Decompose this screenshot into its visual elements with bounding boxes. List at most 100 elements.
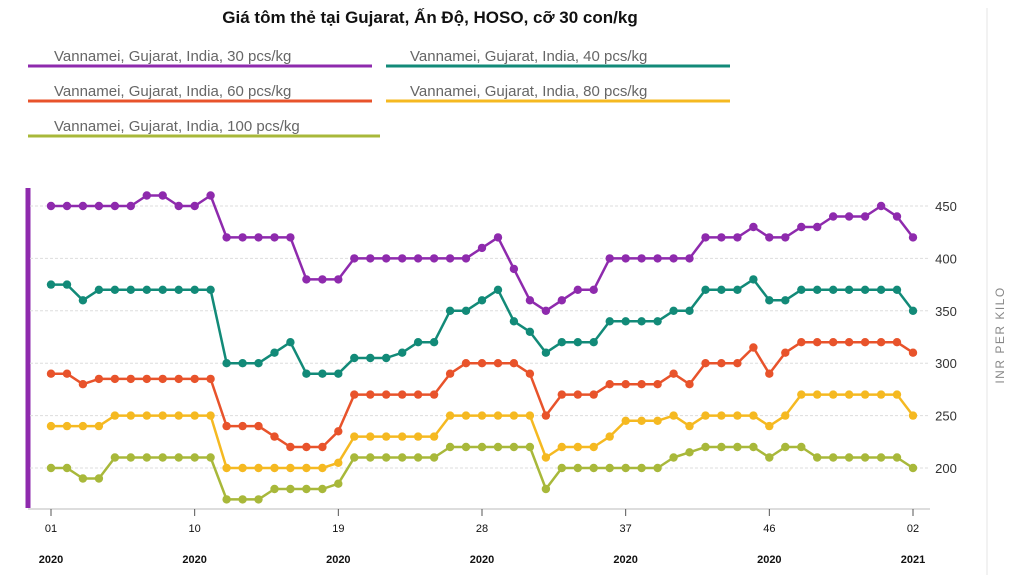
data-point[interactable]: [589, 463, 598, 473]
data-point[interactable]: [892, 338, 902, 347]
data-point[interactable]: [876, 453, 886, 462]
data-point[interactable]: [525, 369, 535, 378]
data-point[interactable]: [892, 285, 902, 294]
data-point[interactable]: [350, 453, 359, 462]
data-point[interactable]: [781, 296, 790, 305]
data-point[interactable]: [701, 411, 710, 420]
data-point[interactable]: [46, 201, 56, 211]
data-point[interactable]: [892, 212, 902, 221]
data-point[interactable]: [318, 463, 327, 473]
data-point[interactable]: [908, 306, 918, 315]
data-point[interactable]: [445, 254, 455, 263]
data-point[interactable]: [334, 427, 343, 436]
data-point[interactable]: [318, 369, 327, 378]
data-point[interactable]: [557, 296, 566, 305]
data-point[interactable]: [573, 390, 582, 399]
data-point[interactable]: [254, 495, 263, 504]
legend-item-60[interactable]: Vannamei, Gujarat, India, 60 pcs/kg: [28, 83, 372, 103]
data-point[interactable]: [829, 390, 838, 399]
data-point[interactable]: [621, 416, 630, 425]
data-point[interactable]: [270, 463, 279, 473]
data-point[interactable]: [765, 453, 774, 462]
data-point[interactable]: [765, 233, 774, 242]
data-point[interactable]: [62, 369, 72, 378]
data-point[interactable]: [334, 275, 343, 284]
data-point[interactable]: [605, 463, 614, 473]
data-point[interactable]: [621, 254, 630, 263]
data-point[interactable]: [701, 233, 710, 242]
data-point[interactable]: [158, 453, 167, 462]
data-point[interactable]: [190, 374, 199, 384]
data-point[interactable]: [685, 306, 694, 315]
data-point[interactable]: [749, 442, 758, 452]
data-point[interactable]: [892, 390, 902, 399]
data-point[interactable]: [174, 453, 183, 462]
data-point[interactable]: [605, 317, 614, 326]
data-point[interactable]: [142, 411, 151, 420]
data-point[interactable]: [222, 463, 231, 473]
data-point[interactable]: [286, 233, 295, 242]
data-point[interactable]: [765, 369, 774, 378]
data-point[interactable]: [908, 463, 918, 473]
data-point[interactable]: [749, 222, 758, 232]
data-point[interactable]: [174, 374, 183, 384]
data-point[interactable]: [461, 306, 471, 315]
data-point[interactable]: [302, 463, 311, 473]
data-point[interactable]: [286, 442, 295, 452]
data-point[interactable]: [461, 254, 471, 263]
data-point[interactable]: [844, 453, 854, 462]
data-point[interactable]: [573, 338, 582, 347]
data-point[interactable]: [509, 317, 519, 326]
data-point[interactable]: [190, 201, 199, 211]
data-point[interactable]: [685, 448, 694, 457]
data-point[interactable]: [126, 201, 135, 211]
data-point[interactable]: [653, 317, 662, 326]
data-point[interactable]: [254, 233, 263, 242]
data-point[interactable]: [669, 306, 678, 315]
data-point[interactable]: [876, 201, 886, 211]
data-point[interactable]: [334, 458, 343, 467]
data-point[interactable]: [78, 380, 88, 389]
data-point[interactable]: [860, 338, 870, 347]
data-point[interactable]: [94, 374, 104, 384]
data-point[interactable]: [669, 369, 678, 378]
data-point[interactable]: [94, 474, 104, 483]
data-point[interactable]: [605, 380, 614, 389]
data-point[interactable]: [350, 432, 359, 441]
data-point[interactable]: [876, 285, 886, 294]
data-point[interactable]: [813, 453, 822, 462]
data-point[interactable]: [908, 348, 918, 357]
data-point[interactable]: [445, 306, 455, 315]
data-point[interactable]: [238, 463, 247, 473]
data-point[interactable]: [238, 495, 247, 504]
data-point[interactable]: [270, 233, 279, 242]
data-point[interactable]: [749, 411, 758, 420]
data-point[interactable]: [62, 280, 72, 289]
data-point[interactable]: [717, 359, 726, 368]
data-point[interactable]: [701, 442, 710, 452]
data-point[interactable]: [238, 359, 247, 368]
data-point[interactable]: [94, 285, 104, 294]
data-point[interactable]: [238, 233, 247, 242]
data-point[interactable]: [781, 442, 790, 452]
data-point[interactable]: [765, 296, 774, 305]
data-point[interactable]: [334, 369, 343, 378]
data-point[interactable]: [222, 359, 231, 368]
data-point[interactable]: [573, 463, 582, 473]
data-point[interactable]: [493, 233, 503, 242]
data-point[interactable]: [844, 285, 854, 294]
data-point[interactable]: [382, 453, 391, 462]
data-point[interactable]: [318, 275, 327, 284]
data-point[interactable]: [860, 212, 870, 221]
data-point[interactable]: [222, 421, 231, 431]
data-point[interactable]: [781, 348, 790, 357]
data-point[interactable]: [318, 442, 327, 452]
data-point[interactable]: [158, 411, 167, 420]
data-point[interactable]: [829, 338, 838, 347]
data-point[interactable]: [46, 421, 56, 431]
data-point[interactable]: [46, 280, 56, 289]
data-point[interactable]: [110, 201, 120, 211]
data-point[interactable]: [653, 463, 662, 473]
data-point[interactable]: [413, 254, 423, 263]
data-point[interactable]: [302, 275, 311, 284]
